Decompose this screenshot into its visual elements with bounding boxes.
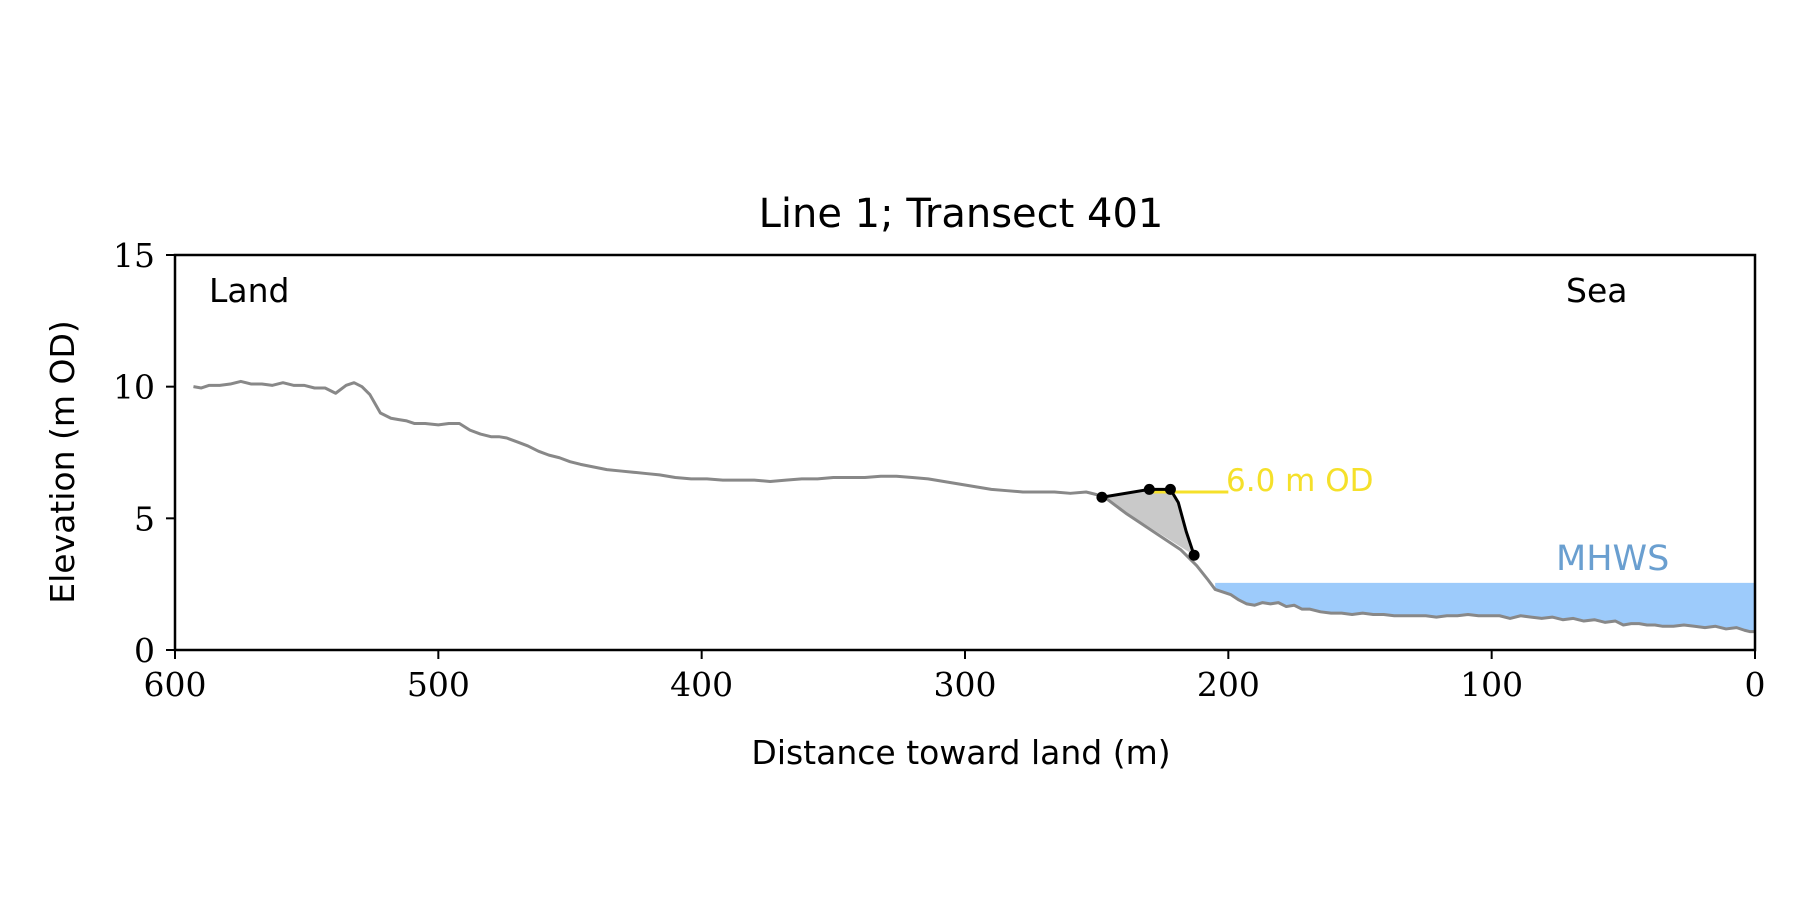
y-tick-label: 15 — [113, 236, 155, 275]
x-axis-label: Distance toward land (m) — [751, 733, 1170, 772]
land-label: Land — [209, 271, 289, 310]
feature-marker — [1164, 483, 1176, 495]
mhws-label: MHWS — [1556, 539, 1669, 579]
feature-line — [1101, 487, 1196, 556]
x-tick-label: 400 — [670, 665, 733, 704]
y-tick-label: 10 — [113, 368, 155, 407]
chart-title: Line 1; Transect 401 — [759, 191, 1164, 237]
sea-label: Sea — [1566, 271, 1627, 310]
x-tick-label: 0 — [1745, 665, 1766, 704]
plot-layer — [193, 379, 1755, 634]
y-tick-label: 5 — [134, 499, 155, 538]
feature-marker — [1143, 483, 1155, 495]
x-tick-label: 500 — [407, 665, 470, 704]
feature-marker — [1188, 549, 1200, 561]
shaded-region — [1101, 489, 1195, 556]
x-tick-label: 600 — [144, 665, 207, 704]
od-label: 6.0 m OD — [1226, 463, 1373, 499]
x-tick-label: 300 — [934, 665, 997, 704]
y-axis-label: Elevation (m OD) — [43, 320, 82, 604]
x-tick-label: 100 — [1460, 665, 1523, 704]
x-tick-label: 200 — [1197, 665, 1260, 704]
axes-layer: 600 500 400 300 200 100 0 0 5 10 15 — [113, 236, 1766, 704]
mhws-water-fill — [1215, 582, 1755, 632]
y-tick-label: 0 — [134, 631, 155, 670]
feature-marker — [1096, 491, 1108, 503]
